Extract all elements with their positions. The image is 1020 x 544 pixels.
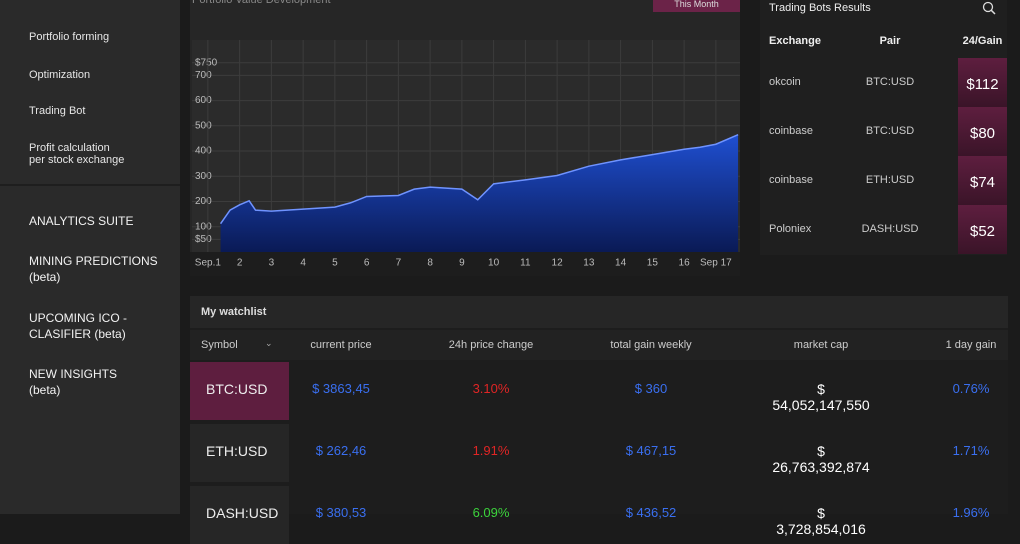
y-tick-label: $50 [195, 234, 212, 245]
nav-item[interactable]: Profit calculation per stock exchange [29, 142, 125, 166]
column-header: 24/Gain [962, 35, 1003, 47]
cell: $ 3,728,854,016 [776, 505, 866, 537]
y-tick-label: $750 [195, 57, 218, 68]
x-tick-label: 15 [647, 258, 659, 269]
column-header: Exchange [769, 35, 821, 47]
cell: coinbase [769, 125, 814, 137]
nav-item[interactable]: Optimization [29, 69, 91, 81]
y-tick-label: 300 [195, 171, 212, 182]
gain-value: $80 [969, 125, 996, 142]
cell: 1.71% [952, 443, 990, 458]
column-header: Pair [879, 35, 901, 47]
column-header: 1 day gain [945, 339, 997, 351]
x-tick-label: 9 [459, 258, 465, 269]
y-tick-label: 400 [195, 146, 212, 157]
cell: 3.10% [472, 381, 510, 396]
panel-title: Trading Bots Results [769, 2, 871, 14]
symbol-cell [190, 424, 289, 482]
x-tick-label: 8 [427, 258, 433, 269]
x-tick-label: 16 [679, 258, 691, 269]
line [219, 133, 739, 225]
nav-item[interactable]: ANALYTICS SUITE [29, 214, 134, 228]
cell: $ 26,763,392,874 [772, 443, 870, 475]
cell: $ 3863,45 [312, 381, 370, 396]
watchlist-panel: My watchlist Symbol current price 24h pric… [190, 296, 1008, 544]
x-tick-label: 2 [237, 258, 243, 269]
x-tick-label: 4 [300, 258, 306, 269]
y-tick-label: 700 [195, 70, 212, 81]
cell: DASH:USD [861, 223, 919, 235]
cell: ETH:USD [865, 174, 915, 186]
cell: 6.09% [472, 505, 510, 520]
search-icon[interactable] [982, 1, 996, 15]
cell: Poloniex [769, 223, 812, 235]
cell: BTC:USD [206, 381, 268, 397]
gain-value: $74 [969, 174, 996, 191]
watchlist-header [190, 296, 1008, 328]
column-header [190, 330, 1008, 360]
y-tick-label: 500 [195, 120, 212, 131]
x-axis-band [190, 252, 740, 276]
chart-panel: $750 700 600 500 400 300 200 100 $50 Sep.1 2 3 4 5 6 7 8… [190, 0, 740, 276]
cell: $ 436,52 [625, 505, 677, 520]
nav-item[interactable]: Portfolio forming [29, 31, 110, 43]
panel-title: My watchlist [201, 306, 267, 318]
gain-value: $52 [969, 223, 996, 240]
nav-item[interactable]: Trading Bot [29, 105, 86, 117]
gain-cell [958, 107, 1007, 156]
cell: okcoin [769, 76, 801, 88]
gain-cell [958, 156, 1007, 205]
cell: $ 360 [634, 381, 668, 396]
cell: $ 467,15 [625, 443, 677, 458]
x-tick-label: 3 [269, 258, 275, 269]
x-tick-label: 7 [396, 258, 402, 269]
nav-item[interactable]: MINING PREDICTIONS (beta) [29, 254, 158, 284]
nav-item[interactable]: NEW INSIGHTS (beta) [29, 367, 118, 397]
cell: $ 54,052,147,550 [772, 381, 870, 413]
x-tick-label: 11 [520, 258, 531, 269]
area [220, 134, 739, 252]
column-header: 24h price change [448, 339, 534, 351]
chart: $750 700 600 500 400 300 200 100 $50 Sep.1 2 3 4 5 6 7 8… [190, 40, 740, 276]
x-tick-label: 12 [552, 258, 564, 269]
cell: 1.96% [952, 505, 990, 520]
gain-cell [958, 58, 1007, 107]
cell: DASH:USD [206, 505, 279, 521]
x-tick-label: 10 [488, 258, 500, 269]
sidebar: Portfolio forming Optimization Trading Bot… [0, 0, 180, 514]
period-button[interactable]: This Month [653, 0, 740, 12]
sort-icon: ⌄ [265, 338, 273, 348]
cell: $ 262,46 [315, 443, 367, 458]
y-tick-label: 100 [195, 221, 212, 232]
cell: BTC:USD [865, 125, 915, 137]
cell: 0.76% [952, 381, 990, 396]
gain-cell [958, 205, 1007, 254]
x-tick-label: 13 [583, 258, 595, 269]
column-header[interactable]: Symbol [201, 339, 238, 351]
y-tick-label: 200 [195, 196, 212, 207]
y-tick-label: 600 [195, 95, 212, 106]
column-header: market cap [793, 339, 849, 351]
x-tick-label: 5 [332, 258, 338, 269]
cell: $ 380,53 [315, 505, 367, 520]
trading-bots-panel: Trading Bots Results Exchange Pair 24/Gain… [760, 0, 1007, 255]
column-header: total gain weekly [610, 339, 692, 351]
x-tick-label: Sep.1 [195, 258, 222, 269]
gain-value: $112 [966, 76, 999, 93]
cell: 1.91% [472, 443, 510, 458]
cell: ETH:USD [206, 443, 268, 459]
cell: BTC:USD [865, 76, 915, 88]
x-tick-label: 14 [615, 258, 627, 269]
symbol-cell-highlight [190, 362, 289, 420]
x-tick-label: Sep 17 [700, 258, 732, 269]
x-tick-label: 6 [364, 258, 370, 269]
nav-item[interactable]: UPCOMING ICO - CLASIFIER (beta) [29, 311, 127, 341]
chart-title: Portfolio Value Development [192, 0, 331, 6]
cell: coinbase [769, 174, 814, 186]
column-header: current price [310, 339, 372, 351]
